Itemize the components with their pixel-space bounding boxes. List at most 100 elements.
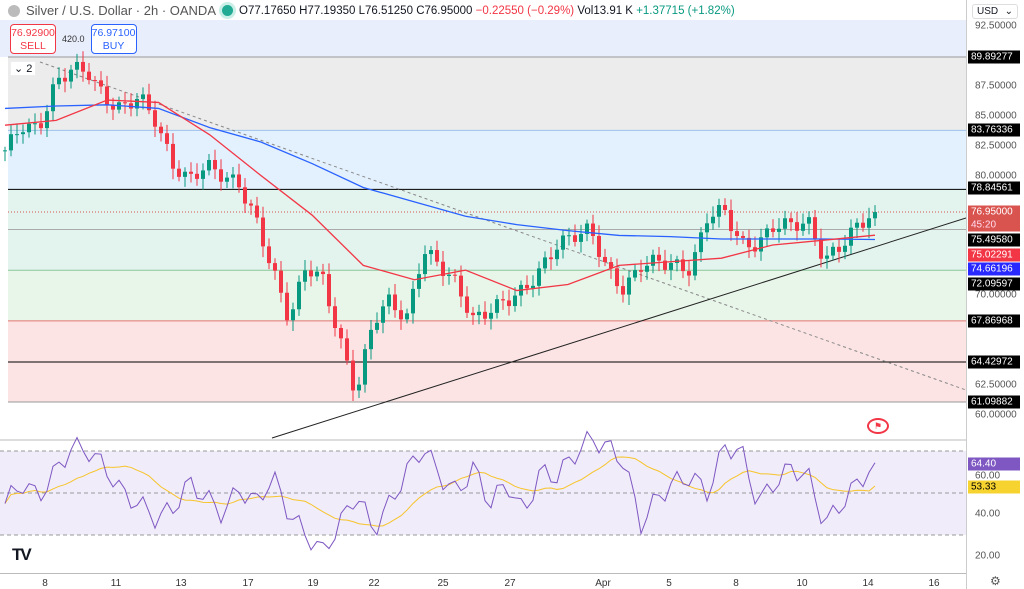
sell-price: 76.92900 (11, 27, 55, 39)
countdown-label: 45:20 (968, 218, 1020, 232)
economic-event-flag-icon[interactable]: ⚑ (867, 418, 889, 434)
open-value: O77.17650 (239, 4, 296, 17)
buy-label: BUY (102, 40, 125, 52)
symbol-title[interactable]: Silver / U.S. Dollar · 2h · OANDA (26, 3, 216, 18)
candle-body (63, 77, 67, 82)
candle-body (333, 306, 337, 329)
rsi-ma-value-label: 53.33 (968, 480, 1020, 494)
price-label: 74.66196 (968, 262, 1020, 276)
candle-body (249, 203, 253, 206)
candle-body (321, 271, 325, 275)
candle-body (291, 309, 295, 321)
candle-body (777, 228, 781, 232)
time-tick: 13 (175, 578, 187, 589)
candle-body (399, 310, 403, 320)
candle-body (645, 265, 649, 272)
low-value: L76.51250 (358, 4, 413, 17)
candle-body (33, 123, 37, 125)
price-tick: 60.00000 (975, 409, 1017, 421)
candle-body (621, 286, 625, 295)
candle-body (549, 257, 553, 260)
time-tick: 17 (242, 578, 254, 589)
candle-body (159, 126, 163, 134)
candle-body (207, 159, 211, 171)
candle-body (135, 98, 139, 109)
indicator-count: 2 (26, 63, 33, 75)
candle-body (381, 306, 385, 323)
candle-body (141, 94, 145, 99)
time-tick: 8 (733, 578, 739, 589)
candle-body (123, 102, 127, 104)
price-zone (8, 320, 966, 402)
candle-body (705, 223, 709, 233)
candle-body (153, 110, 157, 127)
price-label: 78.84561 (968, 181, 1020, 195)
candle-body (51, 84, 55, 112)
candle-body (405, 313, 409, 320)
candle-body (9, 134, 13, 151)
volume-change: +1.37715 (+1.82%) (636, 4, 735, 17)
tradingview-logo[interactable]: TV (12, 545, 32, 564)
rsi-tick: 60.00 (975, 470, 1001, 482)
candle-body (21, 132, 25, 135)
candle-body (387, 294, 391, 307)
time-tick: 14 (862, 578, 874, 589)
candle-body (561, 235, 565, 250)
buy-button[interactable]: 76.97100 BUY (90, 24, 137, 54)
candle-body (477, 311, 481, 316)
candle-body (597, 236, 601, 257)
candle-body (297, 281, 301, 310)
candle-body (189, 171, 193, 174)
trade-panel: 76.92900 SELL 420.0 76.97100 BUY (10, 24, 137, 54)
time-tick: 25 (437, 578, 449, 589)
candle-body (327, 274, 331, 307)
time-axis[interactable]: 8 11 13 17 19 22 25 27 Apr 5 8 10 14 16 (0, 573, 966, 589)
indicators-collapse-button[interactable]: ⌄ 2 (10, 61, 37, 76)
candle-body (681, 259, 685, 272)
candle-body (15, 134, 19, 136)
candle-body (339, 328, 343, 339)
rsi-ma-line (4, 456, 876, 527)
candle-body (711, 216, 715, 224)
candle-body (603, 256, 607, 263)
settings-gear-icon[interactable]: ⚙ (990, 574, 1001, 588)
chevron-down-icon: ⌄ (1004, 6, 1013, 17)
candle-body (579, 234, 583, 242)
rsi-value-label: 64.40 (968, 457, 1020, 471)
candle-body (369, 329, 373, 350)
price-tick: 87.50000 (975, 80, 1017, 92)
chart-canvas[interactable] (0, 0, 966, 573)
candle-body (609, 262, 613, 269)
candle-body (555, 249, 559, 260)
candle-body (273, 263, 277, 271)
price-label: 64.42972 (968, 355, 1020, 369)
silver-icon (8, 4, 20, 17)
candle-body (525, 284, 529, 289)
sell-button[interactable]: 76.92900 SELL (10, 24, 56, 54)
time-tick: 19 (307, 578, 319, 589)
candle-body (531, 285, 535, 289)
candle-body (237, 174, 241, 188)
buy-price: 76.97100 (91, 27, 136, 39)
price-label: 89.89277 (968, 50, 1020, 64)
candle-body (3, 150, 7, 152)
candle-body (795, 222, 799, 231)
candle-body (363, 349, 367, 385)
price-tick: 62.50000 (975, 379, 1017, 391)
candle-body (69, 69, 73, 82)
candle-body (471, 312, 475, 316)
price-label: 75.02291 (968, 248, 1020, 262)
currency-selector[interactable]: USD ⌄ (972, 4, 1018, 19)
candle-body (723, 205, 727, 211)
candle-body (87, 71, 91, 81)
candle-body (873, 212, 877, 219)
candle-body (345, 338, 349, 361)
ascending-trendline (271, 217, 966, 439)
candle-body (213, 159, 217, 170)
candle-body (615, 268, 619, 287)
candle-body (57, 77, 61, 85)
candle-body (447, 274, 451, 276)
time-tick: 16 (928, 578, 940, 589)
candle-body (837, 246, 841, 252)
candle-body (177, 168, 181, 177)
